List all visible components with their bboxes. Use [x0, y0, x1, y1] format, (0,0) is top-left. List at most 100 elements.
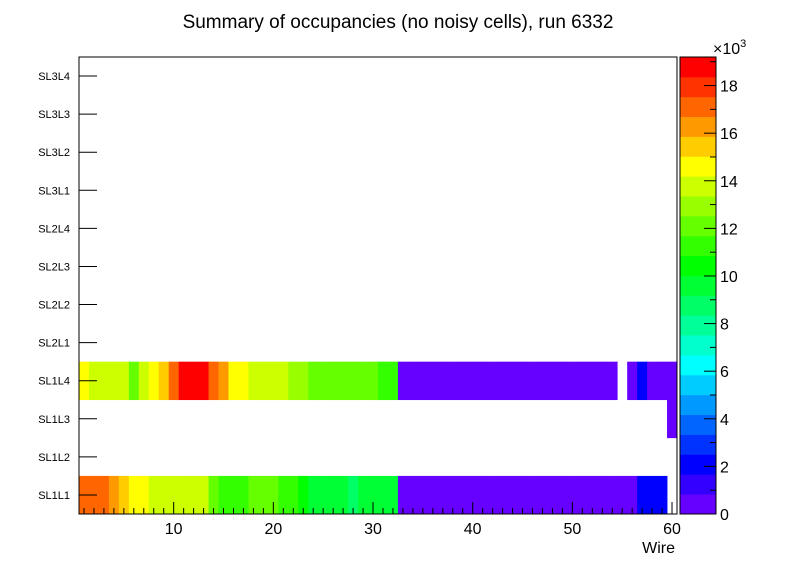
- colorbar-box: [680, 255, 716, 276]
- heatmap-cell: [667, 399, 678, 439]
- heatmap-cell: [517, 475, 528, 515]
- colorbar-tick-label: 6: [720, 364, 729, 381]
- heatmap-cell: [617, 475, 628, 515]
- heatmap-cell: [497, 475, 508, 515]
- heatmap-cell: [547, 475, 558, 515]
- heatmap-cell: [208, 361, 219, 401]
- heatmap-cells: [79, 361, 678, 515]
- heatmap-cell: [607, 361, 618, 401]
- heatmap-cell: [358, 361, 369, 401]
- heatmap-cell: [358, 475, 369, 515]
- colorbar-tick-label: 18: [720, 79, 738, 96]
- heatmap-cell: [467, 475, 479, 515]
- heatmap-cell: [188, 475, 199, 515]
- heatmap-cell: [597, 475, 608, 515]
- plot-frame: [78, 56, 678, 515]
- colorbar-box: [680, 374, 716, 396]
- heatmap-cell: [567, 361, 578, 401]
- heatmap-cell: [98, 361, 110, 401]
- heatmap-cell: [198, 475, 209, 515]
- heatmap-cell: [258, 361, 269, 401]
- heatmap-cell: [338, 475, 349, 515]
- heatmap-cell: [308, 475, 319, 515]
- heatmap-cell: [278, 475, 289, 515]
- colorbar-box: [680, 116, 716, 137]
- heatmap-cell: [198, 361, 209, 401]
- heatmap-cell: [507, 361, 518, 401]
- x-tick-label: 10: [165, 521, 183, 538]
- heatmap-cell: [577, 361, 588, 401]
- heatmap-cell: [447, 475, 459, 515]
- heatmap-cell: [507, 475, 518, 515]
- heatmap-cell: [128, 361, 140, 401]
- y-tick-label: SL3L3: [38, 109, 70, 121]
- colorbar-tick-label: 10: [720, 269, 738, 286]
- x-tick-label: 40: [464, 521, 482, 538]
- heatmap-cell: [138, 361, 150, 401]
- x-tick-label: 60: [663, 521, 681, 538]
- colorbar-box: [680, 96, 716, 118]
- heatmap-cell: [318, 475, 329, 515]
- heatmap-cell: [537, 475, 548, 515]
- chart-title: Summary of occupancies (no noisy cells),…: [183, 12, 614, 33]
- heatmap-cell: [328, 361, 339, 401]
- heatmap-cell: [268, 475, 279, 515]
- y-tick-label: SL1L2: [38, 452, 70, 464]
- heatmap-cell: [228, 361, 239, 401]
- heatmap-cell: [427, 475, 439, 515]
- heatmap-cell: [397, 475, 409, 515]
- x-axis: 10 20 30 40 50 60: [83, 502, 681, 538]
- heatmap-cell: [387, 361, 399, 401]
- heatmap-cell: [368, 475, 379, 515]
- colorbar-tick-label: 0: [720, 507, 729, 524]
- colorbar-box: [680, 315, 716, 336]
- heatmap-cell: [627, 361, 638, 401]
- heatmap-cell: [378, 361, 389, 401]
- heatmap-cell: [298, 361, 309, 401]
- heatmap-cell: [477, 475, 489, 515]
- heatmap-cell: [328, 475, 339, 515]
- heatmap-cell: [108, 475, 120, 515]
- heatmap-cell: [647, 361, 658, 401]
- y-tick-label: SL3L2: [38, 147, 70, 159]
- heatmap-cell: [118, 361, 130, 401]
- heatmap-cell: [487, 361, 498, 401]
- colorbar-box: [680, 494, 716, 515]
- colorbar-box: [680, 474, 716, 495]
- heatmap-cell: [647, 475, 658, 515]
- heatmap-cell: [338, 361, 349, 401]
- heatmap-cell: [557, 361, 568, 401]
- colorbar-tick-label: 16: [720, 126, 738, 143]
- heatmap-cell: [417, 475, 429, 515]
- heatmap-cell: [108, 361, 120, 401]
- y-tick-label: SL3L4: [38, 71, 70, 83]
- heatmap-cell: [208, 475, 219, 515]
- heatmap-cell: [527, 361, 538, 401]
- colorbar-tick-label: 2: [720, 459, 729, 476]
- colorbar-tick-label: 8: [720, 317, 729, 334]
- heatmap-cell: [378, 475, 389, 515]
- heatmap-cell: [457, 361, 469, 401]
- colorbar-box: [680, 454, 716, 475]
- heatmap-cell: [537, 361, 548, 401]
- heatmap-cell: [517, 361, 528, 401]
- heatmap-cell: [637, 361, 648, 401]
- heatmap-cell: [667, 361, 678, 401]
- colorbar-axis: 0 2 4 6 8 10 12 14 16 18: [704, 61, 738, 524]
- heatmap-cell: [248, 475, 259, 515]
- heatmap-cell: [138, 475, 150, 515]
- heatmap-cell: [118, 475, 130, 515]
- y-tick-label: SL2L1: [38, 338, 70, 350]
- colorbar-multiplier: ×103: [713, 38, 746, 58]
- heatmap-cell: [288, 361, 299, 401]
- heatmap-cell: [348, 361, 359, 401]
- heatmap-cell: [178, 361, 190, 401]
- y-tick-label: SL2L3: [38, 261, 70, 273]
- heatmap-cell: [248, 361, 259, 401]
- heatmap-cell: [657, 475, 668, 515]
- heatmap-cell: [98, 475, 110, 515]
- colorbar-box: [680, 235, 716, 257]
- heatmap-cell: [218, 475, 229, 515]
- y-tick-label: SL2L4: [38, 223, 70, 235]
- heatmap-cell: [407, 475, 419, 515]
